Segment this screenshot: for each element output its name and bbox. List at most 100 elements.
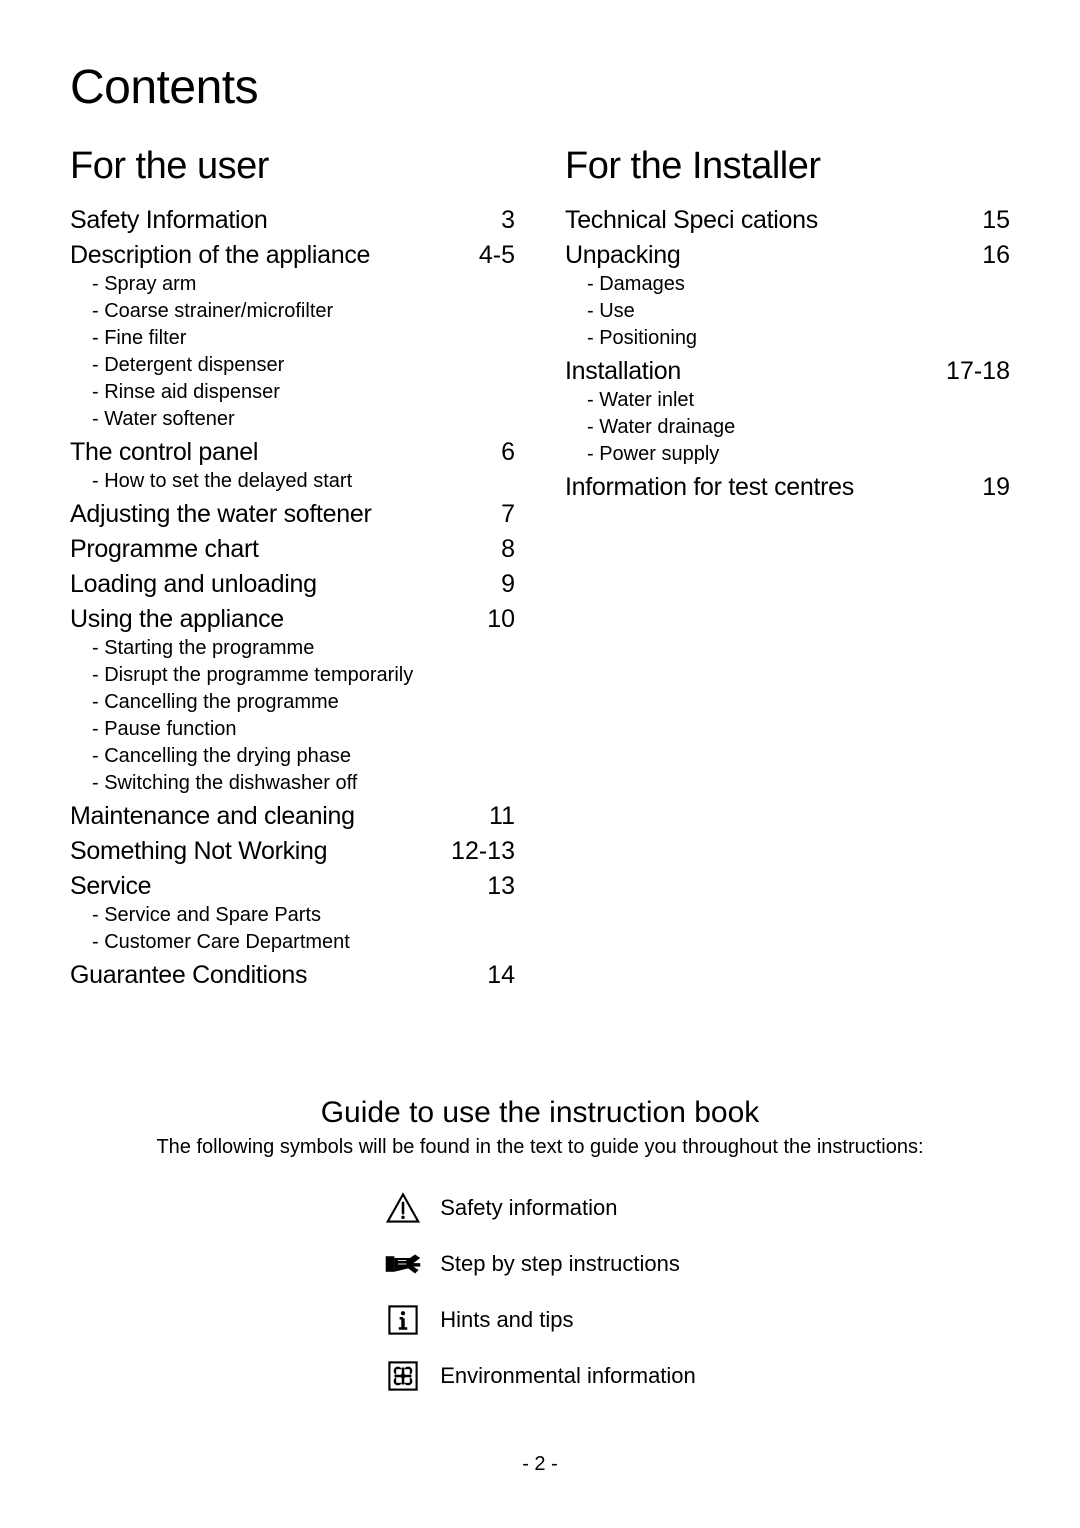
- toc-page: 19: [962, 473, 1010, 502]
- page-title: Contents: [70, 60, 1010, 115]
- toc-sub: - Spray arm: [70, 272, 515, 297]
- legend-item: Hints and tips: [384, 1301, 696, 1339]
- toc-item: Installation17-18: [565, 357, 1010, 386]
- toc-item: Something Not Working 12-13: [70, 837, 515, 866]
- toc-page: 8: [481, 535, 515, 564]
- installer-toc: Technical Speci cations 15 Unpacking 16- Da…: [565, 206, 1010, 502]
- toc-item: Adjusting the water softener 7: [70, 500, 515, 529]
- toc-item: Description of the appliance 4-5: [70, 241, 515, 270]
- toc-sub: - Coarse strainer/microfilter: [70, 299, 515, 324]
- env-icon: [384, 1357, 422, 1395]
- guide-subtitle: The following symbols will be found in t…: [70, 1136, 1010, 1159]
- toc-page: 14: [467, 961, 515, 990]
- toc-item: Unpacking 16: [565, 241, 1010, 270]
- toc-sub: - Pause function: [70, 717, 515, 742]
- toc-sub: - Cancelling the programme: [70, 690, 515, 715]
- toc-page: 3: [481, 206, 515, 235]
- hand-icon: [384, 1245, 422, 1283]
- installer-heading: For the Installer: [565, 145, 1010, 188]
- toc-sub: - Detergent dispenser: [70, 353, 515, 378]
- toc-sub: - Rinse aid dispenser: [70, 380, 515, 405]
- toc-sub: - Positioning: [565, 326, 1010, 351]
- toc-sub: - Customer Care Department: [70, 930, 515, 955]
- toc-sub: - Water drainage: [565, 415, 1010, 440]
- toc-page: 9: [481, 570, 515, 599]
- toc-page: 10: [467, 605, 515, 634]
- toc-item: Service 13: [70, 872, 515, 901]
- toc-block: Using the appliance 10- Starting the prog…: [70, 605, 515, 796]
- toc-item: Information for test centres 19: [565, 473, 1010, 502]
- toc-item: Maintenance and cleaning 11: [70, 802, 515, 831]
- legend-text: Safety information: [440, 1195, 617, 1221]
- toc-sub: - Disrupt the programme temporarily: [70, 663, 515, 688]
- toc-page: 16: [962, 241, 1010, 270]
- toc-page: 13: [467, 872, 515, 901]
- toc-sub: - Cancelling the drying phase: [70, 744, 515, 769]
- legend-text: Hints and tips: [440, 1307, 573, 1333]
- toc-block: The control panel6- How to set the delay…: [70, 438, 515, 494]
- toc-label: Unpacking: [565, 241, 680, 270]
- toc-block: Safety Information 3: [70, 206, 515, 235]
- toc-label: Maintenance and cleaning: [70, 802, 355, 831]
- legend: Safety information Step by step instruct…: [384, 1189, 696, 1413]
- legend-item: Step by step instructions: [384, 1245, 696, 1283]
- toc-label: Loading and unloading: [70, 570, 317, 599]
- user-toc: Safety Information 3 Description of the ap…: [70, 206, 515, 990]
- guide-section: Guide to use the instruction book The fo…: [70, 1096, 1010, 1413]
- toc-block: Loading and unloading 9: [70, 570, 515, 599]
- toc-page: 4-5: [459, 241, 515, 270]
- toc-sub: - Switching the dishwasher off: [70, 771, 515, 796]
- toc-label: Adjusting the water softener: [70, 500, 372, 529]
- toc-page: 11: [469, 802, 515, 831]
- toc-label: Service: [70, 872, 151, 901]
- toc-page: 12-13: [431, 837, 515, 866]
- toc-sub: - Service and Spare Parts: [70, 903, 515, 928]
- legend-text: Environmental information: [440, 1363, 696, 1389]
- toc-block: Service 13- Service and Spare Parts- Cust…: [70, 872, 515, 955]
- toc-block: Guarantee Conditions 14: [70, 961, 515, 990]
- user-column: For the user Safety Information 3 Descript…: [70, 145, 515, 996]
- legend-item: Environmental information: [384, 1357, 696, 1395]
- toc-sub: - Damages: [565, 272, 1010, 297]
- page-number: - 2 -: [70, 1453, 1010, 1476]
- toc-sub: - How to set the delayed start: [70, 469, 515, 494]
- toc-label: Safety Information: [70, 206, 267, 235]
- columns: For the user Safety Information 3 Descript…: [70, 145, 1010, 996]
- toc-label: Description of the appliance: [70, 241, 370, 270]
- installer-column: For the Installer Technical Speci cation…: [565, 145, 1010, 996]
- toc-block: Installation17-18- Water inlet- Water dr…: [565, 357, 1010, 467]
- toc-item: Technical Speci cations 15: [565, 206, 1010, 235]
- toc-sub: - Power supply: [565, 442, 1010, 467]
- toc-item: Programme chart 8: [70, 535, 515, 564]
- toc-sub: - Starting the programme: [70, 636, 515, 661]
- toc-block: Programme chart 8: [70, 535, 515, 564]
- toc-block: Adjusting the water softener 7: [70, 500, 515, 529]
- user-heading: For the user: [70, 145, 515, 188]
- toc-block: Unpacking 16- Damages- Use- Positioning: [565, 241, 1010, 351]
- toc-label: Using the appliance: [70, 605, 284, 634]
- page: Contents For the user Safety Information…: [0, 0, 1080, 1516]
- toc-item: Guarantee Conditions 14: [70, 961, 515, 990]
- toc-sub: - Water inlet: [565, 388, 1010, 413]
- toc-label: Guarantee Conditions: [70, 961, 307, 990]
- toc-label: Something Not Working: [70, 837, 327, 866]
- legend-item: Safety information: [384, 1189, 696, 1227]
- toc-item: Using the appliance 10: [70, 605, 515, 634]
- toc-sub: - Use: [565, 299, 1010, 324]
- toc-sub: - Water softener: [70, 407, 515, 432]
- warning-icon: [384, 1189, 422, 1227]
- toc-label: Technical Speci cations: [565, 206, 818, 235]
- toc-page: 6: [481, 438, 515, 467]
- info-icon: [384, 1301, 422, 1339]
- toc-sub: - Fine filter: [70, 326, 515, 351]
- toc-item: Loading and unloading 9: [70, 570, 515, 599]
- toc-block: Maintenance and cleaning 11: [70, 802, 515, 831]
- legend-text: Step by step instructions: [440, 1251, 680, 1277]
- toc-label: Information for test centres: [565, 473, 854, 502]
- toc-block: Information for test centres 19: [565, 473, 1010, 502]
- toc-item: Safety Information 3: [70, 206, 515, 235]
- toc-page: 15: [962, 206, 1010, 235]
- toc-label: Installation: [565, 357, 681, 386]
- toc-page: 7: [481, 500, 515, 529]
- toc-label: Programme chart: [70, 535, 259, 564]
